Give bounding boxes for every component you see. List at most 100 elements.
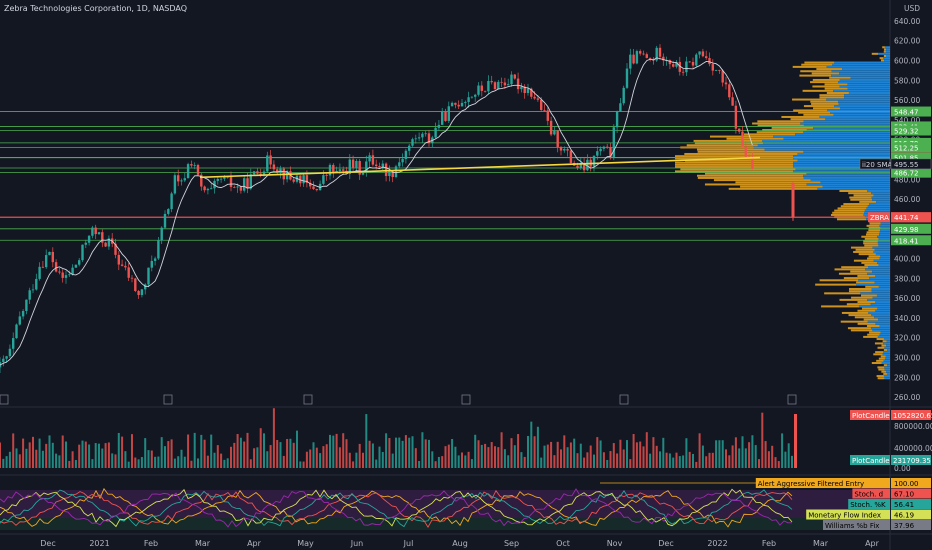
candle-body [530,88,533,97]
volume-profile-bar [880,229,890,232]
oscillator-label-name-tag [755,478,890,488]
volume-profile-bar [783,137,890,140]
volume-bar [441,456,444,468]
candle-body [672,64,675,67]
volume-bar [375,459,378,468]
candle-body [163,213,167,228]
volume-profile-bar [757,144,890,147]
volume-profile-bar [877,335,890,338]
volume-bar [32,436,34,468]
volume-bar [513,445,516,468]
volume-profile-bar [871,314,890,317]
volume-bar [134,457,137,468]
volume-profile-bar [863,242,878,245]
volume-bar [622,449,625,468]
volume-profile-bar [793,155,890,158]
volume-profile-bar [847,327,872,330]
candle-body [338,169,342,171]
volume-profile-bar [803,131,890,134]
oscillator-band [0,490,890,518]
candle-body [285,171,289,180]
candle-body [226,176,229,178]
volume-bar [55,453,58,468]
x-tick-label: Mar [195,539,211,548]
candle-body [210,188,213,190]
oscillator-line [0,489,793,528]
volume-profile-bar [848,287,872,290]
volume-profile-bar [824,292,861,295]
oscillator-label-name-tag [852,488,890,499]
volume-profile-bar [865,268,890,271]
volume-profile-bar [883,375,890,378]
volume-profile-bar [864,264,879,267]
volume-profile-bar [879,224,890,227]
volume-profile-bar [764,148,890,151]
candle-body [668,60,672,65]
volume-profile-bar [735,181,821,184]
volume-profile-bar [875,309,890,312]
volume-profile-bar [872,329,890,332]
volume-profile-bar [867,189,890,192]
volume-profile-bar [865,233,880,236]
volume-bar [193,432,196,468]
volume-bar [758,459,760,468]
candle-body [81,244,84,261]
volume-profile-bar [871,192,890,195]
candle-body [31,289,35,291]
volume-bar [431,451,434,468]
oscillator-label-value: 67.10 [894,491,914,499]
volume-bar [203,439,206,468]
candle-body [490,81,493,83]
volume-profile-bar [858,305,890,308]
volume-tick-label: 0.00 [894,464,911,473]
candle-body [38,266,41,279]
candle-body [599,148,602,152]
volume-bar [421,432,424,468]
volume-bar [784,451,787,468]
volume-profile-bar [800,70,832,73]
candle-body [328,164,332,176]
volume-bar [35,449,38,468]
volume-bar [761,412,764,468]
volume-profile-bar [871,290,890,293]
oscillator-label-value: 46.19 [894,512,914,520]
volume-profile-bar [810,81,839,84]
volume-profile-bar [834,105,890,108]
volume-bar [500,432,503,468]
volume-bar [619,439,622,468]
candle-body [239,186,243,191]
volume-profile-bar [868,266,890,269]
volume-profile-bar [881,370,887,373]
volume-profile-bar [878,368,885,371]
last-price-symbol: ZBRA [870,214,889,222]
volume-profile-bar [868,255,881,258]
volume-profile-bar [757,124,804,127]
volume-profile-bar [877,242,890,245]
volume-profile-bar [879,57,884,60]
volume-bar [362,452,364,468]
volume-profile-bar [871,52,879,55]
candle-body [549,120,553,135]
volume-profile-bar [803,174,890,177]
x-tick-label: Aug [452,539,468,548]
volume-bar [282,455,285,468]
candle-body [78,260,81,265]
candle-body [272,164,276,170]
candle-body [738,128,741,132]
candle-body [160,227,163,241]
y-tick-label: 460.00 [894,195,920,204]
earnings-marker [619,394,629,405]
candle-body [503,82,507,86]
volume-bar [61,435,64,468]
candle-body [526,88,530,94]
volume-bar [692,453,694,468]
volume-profile-bar [877,366,885,369]
volume-bar [197,458,199,468]
volume-bar [579,443,582,468]
volume-bar [487,447,490,468]
volume-profile-bar [762,139,890,142]
volume-bar [553,455,556,468]
volume-bar [645,432,648,468]
candle-body [117,254,120,265]
